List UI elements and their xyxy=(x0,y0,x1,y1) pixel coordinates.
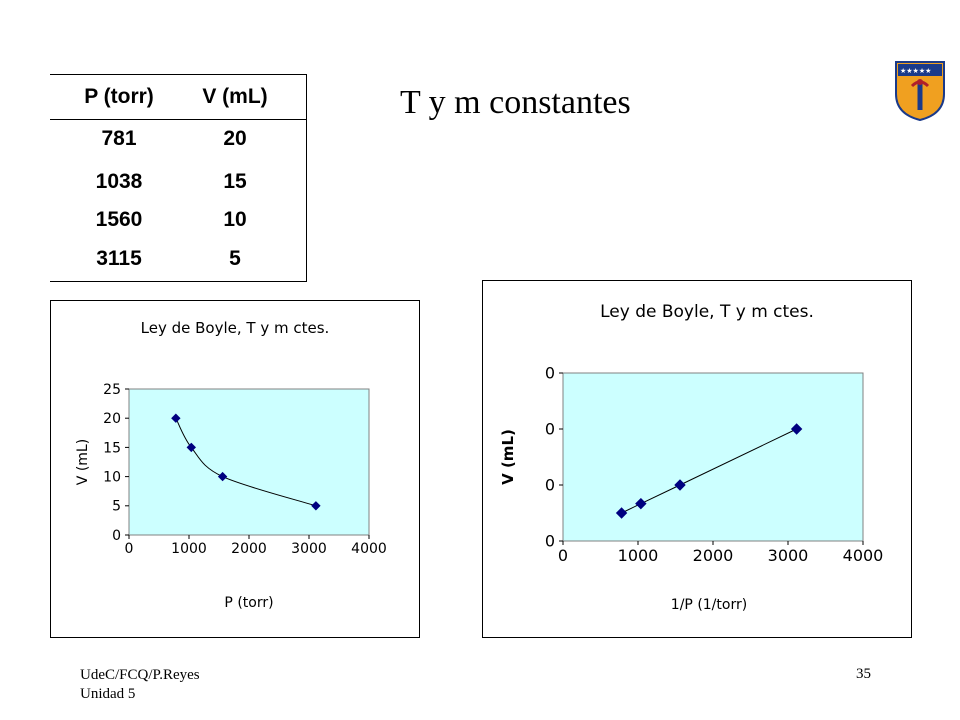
series-line xyxy=(621,428,797,514)
y-tick-label: 25 xyxy=(103,382,121,398)
chart-title: Ley de Boyle, T y m ctes. xyxy=(600,302,814,322)
footer-credits: UdeC/FCQ/P.Reyes Unidad 5 xyxy=(80,666,200,704)
x-tick-label: 1000 xyxy=(171,541,207,557)
table-cell: 5 xyxy=(229,247,241,270)
footer-unit: Unidad 5 xyxy=(80,686,136,702)
table-cell: 1038 xyxy=(95,170,143,193)
x-tick-label: 4000 xyxy=(843,546,884,565)
y-tick-label: 0 xyxy=(545,364,555,383)
x-tick-label: 2000 xyxy=(693,546,734,565)
data-point xyxy=(217,471,228,482)
page-number: 35 xyxy=(856,666,871,682)
header-volume: V (mL) xyxy=(202,85,268,108)
y-tick-label: 20 xyxy=(103,411,121,427)
chart-svg-2: Ley de Boyle, T y m ctes. 1/P (1/torr) V… xyxy=(499,302,884,613)
y-tick-label: 0 xyxy=(545,532,555,551)
y-axis-label: V (mL) xyxy=(499,429,517,485)
x-axis-label: 1/P (1/torr) xyxy=(671,597,747,613)
plot-area xyxy=(562,372,864,542)
data-point xyxy=(311,501,321,511)
x-tick-label: 4000 xyxy=(351,541,387,557)
x-tick-label: 3000 xyxy=(768,546,809,565)
table-cell: 1560 xyxy=(95,208,143,231)
university-crest-icon: ★★★★★ xyxy=(895,61,945,122)
chart-svg-1: Ley de Boyle, T y m ctes. P (torr) V (mL… xyxy=(75,319,387,611)
y-tick-label: 0 xyxy=(545,476,555,495)
y-axis-label: V (mL) xyxy=(75,439,91,485)
slide-title: T y m constantes xyxy=(400,84,631,121)
svg-text:★★★★★: ★★★★★ xyxy=(900,67,931,75)
table-cell: 15 xyxy=(223,170,247,193)
data-table: P (torr) V (mL) 781 20 1038 15 1560 10 3… xyxy=(50,74,307,282)
plot-area xyxy=(128,388,370,536)
x-tick-label: 2000 xyxy=(231,541,267,557)
footer-author: UdeC/FCQ/P.Reyes xyxy=(80,667,200,683)
y-tick-label: 5 xyxy=(112,499,121,515)
table-cell: 10 xyxy=(223,208,247,231)
table-cell: 20 xyxy=(223,127,247,150)
table-cell: 3115 xyxy=(96,247,142,270)
series-line xyxy=(175,417,317,507)
data-point xyxy=(171,413,181,423)
data-point xyxy=(674,479,686,491)
y-tick-label: 10 xyxy=(103,470,121,486)
header-pressure: P (torr) xyxy=(84,85,154,108)
x-tick-label: 3000 xyxy=(291,541,327,557)
chart-volume-vs-pressure: Ley de Boyle, T y m ctes. P (torr) V (mL… xyxy=(50,300,420,638)
data-point xyxy=(186,442,196,453)
data-point xyxy=(790,423,803,435)
x-tick-label: 0 xyxy=(125,541,134,557)
chart-volume-vs-inverse-pressure: Ley de Boyle, T y m ctes. 1/P (1/torr) V… xyxy=(482,280,912,638)
y-tick-label: 0 xyxy=(112,528,121,544)
table-header: P (torr) V (mL) xyxy=(50,75,306,120)
y-tick-label: 0 xyxy=(545,420,555,439)
data-point xyxy=(635,497,647,510)
x-tick-label: 0 xyxy=(558,546,568,565)
y-tick-label: 15 xyxy=(103,440,121,456)
data-point xyxy=(615,507,628,519)
x-tick-label: 1000 xyxy=(618,546,659,565)
chart-title: Ley de Boyle, T y m ctes. xyxy=(141,319,330,337)
table-cell: 781 xyxy=(101,127,137,150)
x-axis-label: P (torr) xyxy=(224,595,273,611)
